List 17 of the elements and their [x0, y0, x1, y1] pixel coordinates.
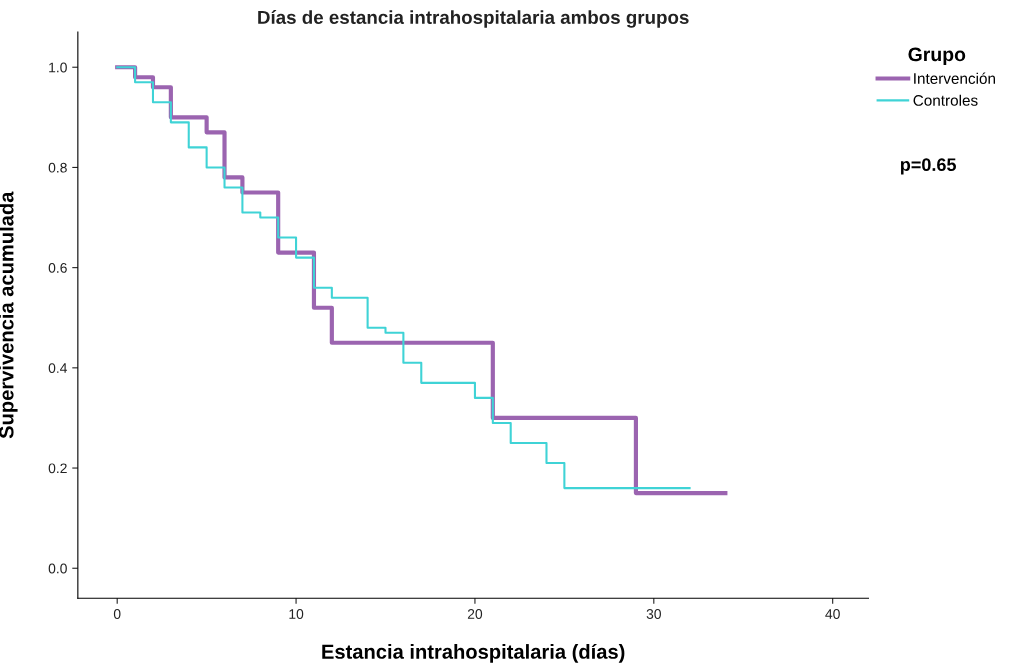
y-tick-label: 0.6	[48, 262, 67, 273]
x-tick-label: 0	[113, 609, 121, 619]
chart-title: Días de estancia intrahospitalaria ambos grupos	[258, 10, 689, 28]
legend-label: Intervención	[914, 72, 995, 84]
y-tick-label: 0.0	[48, 563, 67, 574]
legend-label: Controles	[913, 94, 978, 106]
y-tick-label: 0.4	[48, 363, 68, 374]
x-tick-label: 40	[825, 609, 840, 619]
y-tick-label: 0.2	[48, 463, 67, 474]
y-tick-label: 1.0	[49, 62, 67, 73]
x-tick-label: 10	[289, 609, 304, 619]
x-axis-title: Estancia intrahospitalaria (días)	[322, 643, 625, 663]
text: p=0.65	[900, 158, 956, 175]
legend-title: Grupo	[908, 47, 966, 66]
x-tick-label: 30	[646, 609, 661, 619]
y-tick-label: 0.8	[48, 162, 67, 173]
x-tick-label: 20	[467, 609, 483, 619]
